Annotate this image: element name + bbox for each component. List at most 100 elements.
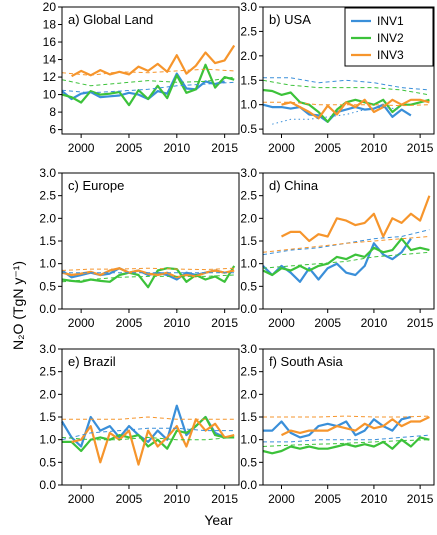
panel-title: d) China (269, 178, 319, 193)
panel-6: 0.0 0.5 1.0 1.5 2.0 2.5 3.0 2000 2005 2010 2015 f) … (240, 342, 435, 506)
series-inv1 (262, 103, 412, 123)
y-tick-label: 2.0 (240, 211, 257, 225)
y-tick-label: 3.0 (39, 166, 56, 180)
panel-4: 0.0 0.5 1.0 1.5 2.0 2.5 3.0 2000 2005 2010 2015 d) … (240, 166, 435, 330)
y-tick-label: 2.0 (240, 49, 257, 63)
y-tick-label: 3.0 (240, 166, 257, 180)
x-tick-label: 2005 (314, 316, 341, 330)
x-tick-label: 2010 (361, 141, 388, 155)
y-axis-label-container: N₂O (TgN y⁻¹) (6, 261, 26, 350)
series-inv3-prior (62, 416, 235, 420)
x-tick-label: 2010 (361, 316, 388, 330)
y-tick-label: 6 (49, 123, 56, 137)
legend-label-inv3: INV3 (377, 48, 404, 62)
y-tick-label: 2.5 (240, 365, 257, 379)
panel-1: 6 8 10 12 14 16 18 20 2000 2005 2010 2015 a) Global … (43, 0, 240, 155)
x-tick-label: 2015 (407, 141, 434, 155)
x-tick-label: 2000 (68, 141, 95, 155)
y-tick-label: 2.5 (240, 24, 257, 38)
x-tick-label: 2005 (116, 492, 143, 506)
y-tick-label: 0.5 (39, 455, 56, 469)
x-tick-label: 2005 (314, 492, 341, 506)
y-tick-label: 10 (43, 88, 57, 102)
y-tick-label: 0.5 (39, 279, 56, 293)
x-tick-label: 2015 (407, 492, 434, 506)
x-tick-label: 2000 (68, 492, 95, 506)
series-inv3-prior (61, 68, 235, 76)
series-inv3-prior (263, 415, 430, 418)
panel-frame (262, 6, 435, 135)
y-tick-label: 2.0 (39, 211, 56, 225)
y-tick-label: 8 (49, 105, 56, 119)
x-tick-label: 2005 (116, 141, 143, 155)
y-tick-label: 1.5 (39, 234, 56, 248)
x-tick-label: 2000 (268, 141, 295, 155)
y-tick-label: 1.0 (240, 433, 257, 447)
series-inv3-prior (61, 267, 235, 271)
series-inv2-prior (61, 274, 235, 283)
panel-title: e) Brazil (68, 354, 116, 369)
y-tick-label: 1.5 (240, 73, 257, 87)
panel-2: 0.5 1.0 1.5 2.0 2.5 3.0 2000 2005 2010 2015 b) USA (240, 0, 435, 155)
y-tick-label: 3.0 (39, 342, 56, 356)
panel-frame (61, 6, 240, 135)
x-tick-label: 2015 (407, 316, 434, 330)
x-tick-label: 2010 (163, 316, 190, 330)
y-tick-label: 1.5 (240, 410, 257, 424)
y-tick-label: 3.0 (240, 0, 257, 14)
y-tick-label: 1.0 (39, 433, 56, 447)
y-tick-label: 0.0 (39, 478, 56, 492)
x-tick-label: 2010 (361, 492, 388, 506)
panel-3: 0.0 0.5 1.0 1.5 2.0 2.5 3.0 2000 2005 2010 2015 c) … (39, 166, 240, 330)
panel-title: b) USA (269, 12, 311, 27)
panel-title: f) South Asia (269, 354, 343, 369)
panel-5: 0.0 0.5 1.0 1.5 2.0 2.5 3.0 2000 2005 2010 2015 e) … (39, 342, 240, 506)
x-tick-label: 2015 (211, 141, 238, 155)
y-tick-label: 12 (43, 70, 57, 84)
y-tick-label: 1.0 (39, 257, 56, 271)
y-tick-label: 1.5 (39, 410, 56, 424)
x-tick-label: 2005 (314, 141, 341, 155)
series-inv3 (71, 418, 235, 466)
panel-title: a) Global Land (68, 12, 153, 27)
x-tick-label: 2000 (68, 316, 95, 330)
legend-box (344, 7, 434, 67)
y-tick-label: 3.0 (240, 342, 257, 356)
y-tick-label: 2.5 (39, 365, 56, 379)
x-tick-label: 2005 (116, 316, 143, 330)
y-tick-label: 20 (43, 0, 57, 14)
series-inv1-prior-upper (263, 77, 430, 91)
panel-title: c) Europe (68, 178, 124, 193)
series-inv2-prior (61, 436, 235, 441)
y-tick-label: 0.5 (240, 455, 257, 469)
series-inv2-prior (262, 251, 430, 269)
x-tick-label: 2010 (163, 141, 190, 155)
series-inv2 (61, 63, 235, 107)
series-inv2 (262, 436, 430, 455)
y-axis-label: N₂O (TgN y⁻¹) (10, 260, 26, 350)
y-tick-label: 1.5 (240, 234, 257, 248)
series-inv1 (262, 238, 412, 283)
x-axis-label: Year (204, 512, 233, 528)
y-tick-label: 2.0 (39, 387, 56, 401)
y-tick-label: 1.0 (240, 98, 257, 112)
panel-frame (61, 172, 240, 310)
y-tick-label: 0.5 (240, 122, 257, 136)
series-inv2-prior (61, 76, 235, 87)
series-inv3 (281, 195, 431, 243)
y-tick-label: 0.0 (39, 302, 56, 316)
series-inv1-prior (61, 81, 235, 94)
y-tick-label: 0.0 (240, 478, 257, 492)
x-tick-label: 2015 (211, 492, 238, 506)
series-inv3 (71, 44, 236, 78)
series-inv1-prior (262, 229, 430, 256)
legend-label-inv1: INV1 (377, 14, 404, 28)
y-tick-label: 0.0 (240, 302, 257, 316)
series-inv1-prior (61, 427, 235, 441)
series-inv3 (281, 416, 430, 437)
y-tick-label: 14 (43, 53, 57, 67)
legend-label-inv2: INV2 (377, 31, 404, 45)
legend: INV1 INV2 INV3 (344, 7, 434, 67)
x-tick-label: 2000 (268, 492, 295, 506)
